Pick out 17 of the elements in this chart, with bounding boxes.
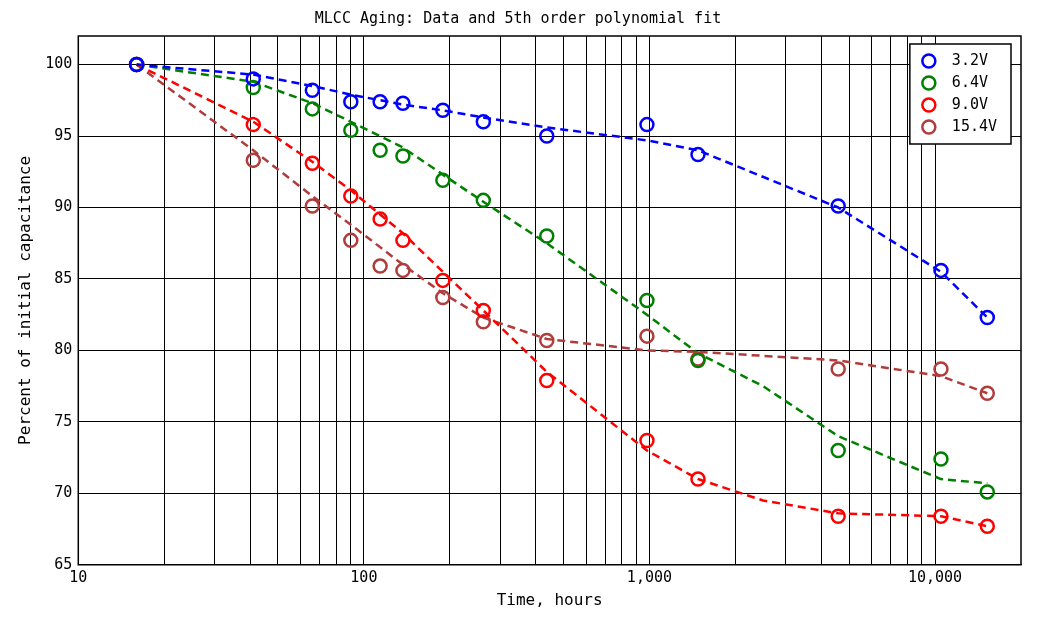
chart-title: MLCC Aging: Data and 5th order polynomial fit: [314, 8, 722, 27]
y-tick-label: 100: [45, 54, 73, 73]
x-tick-label: 1,000: [626, 567, 673, 586]
legend-label: 3.2V: [951, 50, 988, 69]
legend-label: 15.4V: [951, 116, 997, 135]
y-tick-label: 95: [54, 125, 73, 144]
y-tick-label: 80: [54, 340, 73, 359]
x-tick-label: 100: [350, 567, 378, 586]
x-tick-label: 10,000: [907, 567, 963, 586]
y-tick-label: 75: [54, 411, 73, 430]
x-axis-title: Time, hours: [496, 589, 603, 609]
y-tick-label: 90: [54, 197, 73, 216]
y-tick-label: 85: [54, 268, 73, 287]
y-tick-label: 70: [54, 483, 73, 502]
legend-label: 9.0V: [951, 94, 988, 113]
y-axis-title: Percent of initial capacitance: [14, 155, 34, 445]
legend-label: 6.4V: [951, 72, 988, 91]
